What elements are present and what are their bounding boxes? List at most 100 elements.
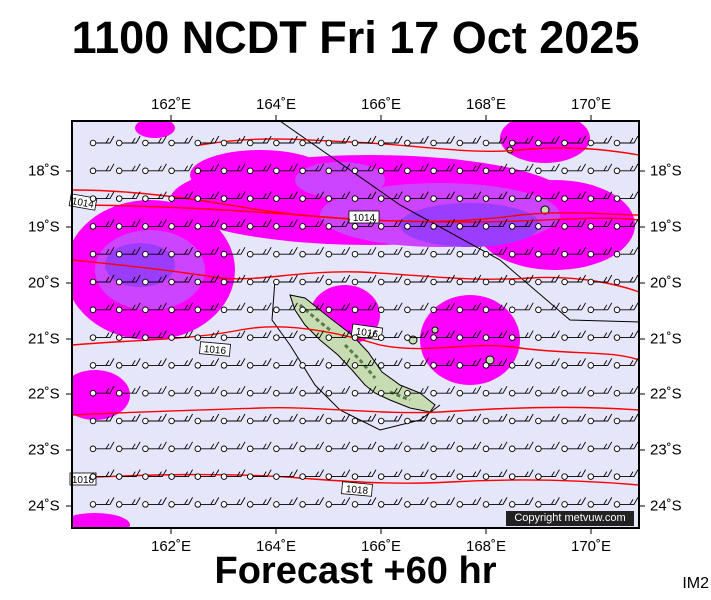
wind-barb: [246, 330, 272, 341]
wind-barb: [273, 163, 298, 175]
wind-barb: [246, 246, 272, 258]
wind-barb: [377, 246, 403, 258]
wind-barb: [194, 441, 220, 453]
wind-barb: [587, 191, 613, 202]
lat-label-left: 21˚S: [28, 330, 60, 348]
wind-barb: [456, 274, 482, 286]
lat-label-right: 23˚S: [650, 441, 682, 459]
wind-barb: [115, 413, 141, 425]
wind-barb: [142, 413, 167, 425]
wind-barb: [535, 163, 560, 175]
wind-barb: [115, 469, 141, 480]
wind-barb: [220, 302, 246, 314]
wind-barb: [482, 413, 508, 425]
wind-barb: [561, 385, 586, 397]
isobar-label: 1018: [345, 484, 369, 497]
wind-barb: [482, 191, 508, 202]
wind-barb: [273, 302, 298, 314]
wind-barb: [456, 469, 482, 480]
wind-barb: [351, 191, 377, 202]
wind-barb: [613, 330, 639, 341]
wind-barb: [351, 497, 377, 508]
wind-barb: [613, 385, 639, 397]
wind-barb: [115, 302, 141, 314]
wind-barb: [535, 274, 560, 286]
wind-barb: [194, 219, 220, 230]
wind-barb: [220, 385, 246, 397]
wind-barb: [377, 219, 403, 230]
wind-barb: [325, 358, 351, 369]
wind-barb: [142, 191, 167, 202]
wind-barb: [587, 358, 613, 369]
wind-barb: [482, 274, 508, 286]
wind-barb: [168, 330, 193, 341]
wind-barb: [168, 358, 193, 369]
wind-barb: [115, 330, 141, 341]
wind-barb: [561, 469, 586, 480]
wind-barb: [168, 219, 193, 230]
wind-barb: [535, 135, 560, 147]
wind-barb: [168, 274, 193, 286]
wind-barb: [299, 191, 324, 202]
wind-barb: [377, 441, 403, 453]
wind-barb: [325, 191, 351, 202]
wind-barb: [194, 469, 220, 480]
wind-barb: [456, 497, 482, 508]
wind-barb: [273, 413, 298, 425]
wind-barb: [325, 135, 351, 147]
wind-barb: [587, 274, 613, 286]
wind-barb: [404, 274, 429, 286]
wind-barb: [168, 191, 193, 202]
wind-barb: [220, 358, 246, 369]
wind-barb: [404, 330, 429, 341]
wind-barb: [535, 302, 560, 314]
wind-barb: [482, 385, 508, 397]
wind-barb: [535, 246, 560, 258]
lat-label-right: 18˚S: [650, 162, 682, 180]
wind-barb: [115, 135, 141, 147]
lat-label-left: 20˚S: [28, 274, 60, 292]
wind-barb: [535, 497, 560, 508]
wind-barb: [246, 441, 272, 453]
wind-barb: [508, 191, 534, 202]
wind-barb: [482, 302, 508, 314]
wind-barb: [404, 469, 429, 480]
wind-barb: [430, 302, 455, 314]
wind-barb: [220, 191, 246, 202]
wind-barb: [168, 497, 193, 508]
wind-barb: [351, 413, 377, 425]
wind-barb: [168, 135, 193, 147]
wind-barb: [404, 385, 429, 397]
wind-barb: [430, 385, 455, 397]
wind-barb: [220, 330, 246, 341]
lon-label-bottom: 168˚E: [465, 538, 507, 555]
wind-barb: [273, 330, 298, 341]
wind-barb: [456, 191, 482, 202]
forecast-label: Forecast +60 hr: [214, 550, 497, 592]
wind-barb: [115, 191, 141, 202]
wind-barb: [508, 274, 534, 286]
lat-label-left: 18˚S: [28, 162, 60, 180]
wind-barb: [377, 163, 403, 175]
wind-barb: [89, 163, 115, 175]
wind-barb: [89, 219, 115, 230]
wind-barb: [142, 163, 167, 175]
wind-barb: [613, 469, 639, 480]
wind-barb: [273, 385, 298, 397]
wind-barb: [273, 274, 298, 286]
wind-barb: [325, 385, 351, 397]
wind-barb: [142, 469, 167, 480]
wind-barb: [587, 497, 613, 508]
lat-label-right: 22˚S: [650, 385, 682, 403]
wind-barb: [404, 246, 429, 258]
wind-barb: [561, 497, 586, 508]
wind-barb: [456, 302, 482, 314]
wind-barb: [587, 330, 613, 341]
wind-barb: [456, 246, 482, 258]
wind-barb: [299, 385, 324, 397]
wind-barb: [482, 246, 508, 258]
lat-label-right: 21˚S: [650, 330, 682, 348]
isobar-label: 1016: [355, 326, 379, 340]
wind-barb: [561, 358, 586, 369]
wind-barb: [508, 135, 534, 147]
